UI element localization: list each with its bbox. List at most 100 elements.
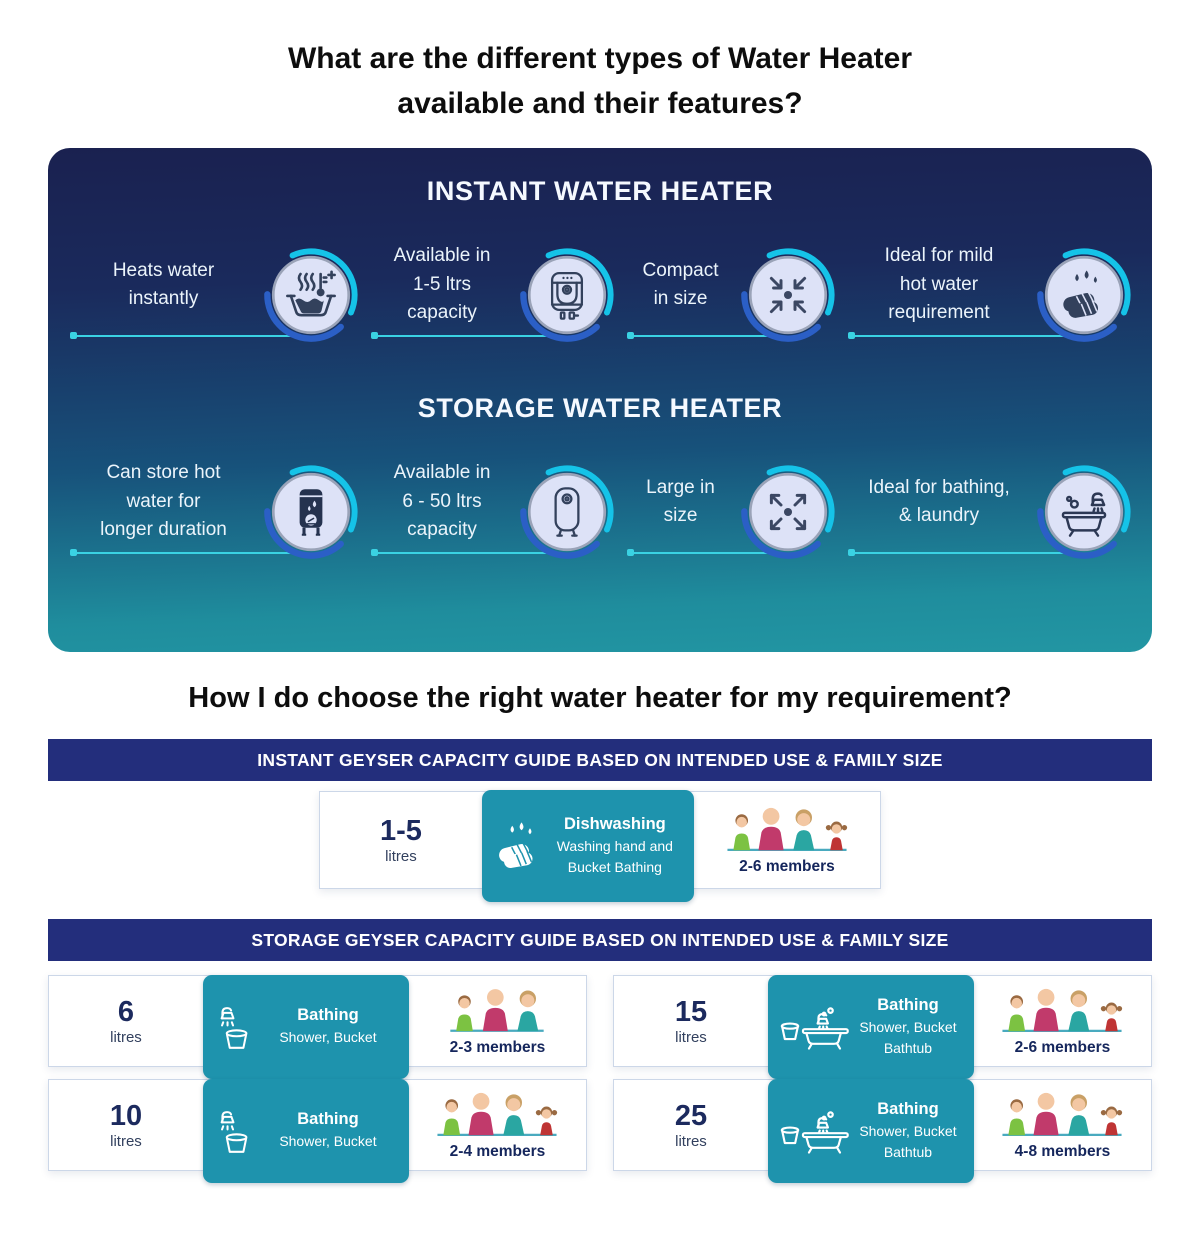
capacity-row-1-5: 1-5 litres Dishwashing Washing hand and … <box>319 790 881 902</box>
capacity-row-25: 25 litres Bathing Shower, Bucket Bathtub… <box>613 1079 1152 1183</box>
feature-circle <box>738 462 838 562</box>
feature-line: hot water <box>899 273 979 295</box>
feature-circle <box>517 245 617 345</box>
connector-line <box>848 549 1072 557</box>
use-text: Bathing Shower, Bucket <box>257 1110 399 1151</box>
connector-line <box>70 549 299 557</box>
instant-guide-row-wrap: 1-5 litres Dishwashing Washing hand and … <box>0 790 1200 902</box>
use-line: Washing hand and <box>556 838 673 855</box>
use-box: Bathing Shower, Bucket Bathtub <box>767 1079 974 1183</box>
capacity-block: 25 litres <box>614 1100 768 1150</box>
members-label: 4-8 members <box>1014 1142 1111 1160</box>
capacity-block: 6 litres <box>49 996 203 1046</box>
family-of-4-icon <box>434 1090 560 1142</box>
capacity-row-15: 15 litres Bathing Shower, Bucket Bathtub… <box>613 975 1152 1079</box>
storage-section-title: STORAGE WATER HEATER <box>417 393 783 423</box>
use-title: Dishwashing <box>563 815 666 834</box>
feature-line: longer duration <box>100 519 227 541</box>
instant-features-row: Heats water instantly <box>66 211 1134 379</box>
feature-line: & laundry <box>898 505 980 526</box>
feature-circle <box>1034 245 1134 345</box>
feature-text: Available in 6 - 50 ltrs capacity <box>367 459 517 565</box>
family-block: 4-8 members <box>974 1090 1151 1161</box>
storage-guide-grid: 6 litres Bathing Shower, Bucket 2-3 memb… <box>48 975 1152 1183</box>
use-text: Bathing Shower, Bucket Bathtub <box>852 1100 964 1162</box>
feature-circle <box>1034 462 1134 562</box>
use-box: Bathing Shower, Bucket <box>202 1079 409 1183</box>
feature-text: Ideal for mild hot water requirement <box>844 242 1034 348</box>
storage-features-row: Can store hot water for longer duration <box>66 428 1134 596</box>
capacity-value: 15 <box>674 996 708 1028</box>
members-label: 2-4 members <box>449 1142 546 1160</box>
water-heater-types-panel: INSTANT WATER HEATER Heats water instant… <box>48 148 1152 652</box>
shower-bucket-icon <box>213 998 257 1056</box>
family-block: 2-6 members <box>974 986 1151 1057</box>
family-of-4-icon <box>999 986 1125 1038</box>
use-box: Bathing Shower, Bucket Bathtub <box>767 975 974 1079</box>
shower-bucket-icon <box>213 1102 257 1160</box>
feature-capacity-instant: Available in 1-5 ltrs capacity <box>367 211 617 379</box>
feature-line: Ideal for bathing, <box>868 476 1010 498</box>
feature-line: capacity <box>407 519 477 541</box>
feature-capacity-storage: Available in 6 - 50 ltrs capacity <box>367 428 617 596</box>
feature-text: Can store hot water for longer duration <box>66 459 261 565</box>
use-text: Bathing Shower, Bucket Bathtub <box>852 996 964 1058</box>
feature-line: instantly <box>128 288 199 309</box>
feature-text: Large in size <box>623 474 738 551</box>
connector-line <box>627 549 776 557</box>
feature-line: size <box>663 505 698 526</box>
feature-circle <box>738 245 838 345</box>
connector-line <box>371 332 555 340</box>
capacity-unit: litres <box>385 848 417 865</box>
expand-arrows-icon <box>769 493 807 531</box>
feature-text: Ideal for bathing, & laundry <box>844 474 1034 551</box>
use-text: Bathing Shower, Bucket <box>257 1006 399 1047</box>
hand-wash-icon <box>1063 270 1098 318</box>
capacity-value: 1-5 <box>379 815 422 847</box>
family-block: 2-6 members <box>694 805 880 876</box>
feature-text: Heats water instantly <box>66 257 261 334</box>
capacity-block: 1-5 litres <box>320 815 482 865</box>
bucket-bathtub-icon <box>778 1002 852 1052</box>
use-box: Dishwashing Washing hand and Bucket Bath… <box>481 790 694 902</box>
instant-section-title: INSTANT WATER HEATER <box>426 176 774 206</box>
capacity-value: 10 <box>109 1100 143 1132</box>
capacity-unit: litres <box>675 1133 707 1150</box>
capacity-value: 25 <box>674 1100 708 1132</box>
compress-arrows-icon <box>769 276 807 314</box>
use-line: Bathtub <box>883 1039 933 1056</box>
family-of-3-icon <box>447 986 547 1038</box>
use-line: Bucket Bathing <box>567 858 662 875</box>
bathtub-icon <box>1061 492 1107 537</box>
members-label: 2-6 members <box>739 857 835 875</box>
chooser-heading: How I do choose the right water heater f… <box>188 682 1012 714</box>
connector-line <box>848 332 1072 340</box>
capacity-block: 10 litres <box>49 1100 203 1150</box>
connector-line <box>627 332 776 340</box>
use-line: Shower, Bucket <box>859 1019 957 1036</box>
feature-line: 6 - 50 ltrs <box>402 490 482 512</box>
feature-store-hot-water: Can store hot water for longer duration <box>66 428 361 596</box>
dishwashing-hands-icon <box>492 819 546 873</box>
storage-guide-banner: STORAGE GEYSER CAPACITY GUIDE BASED ON I… <box>48 919 1152 961</box>
capacity-row-10: 10 litres Bathing Shower, Bucket 2-4 mem… <box>48 1079 587 1183</box>
feature-line: 1-5 ltrs <box>412 273 472 295</box>
feature-line: in size <box>653 288 708 309</box>
capacity-unit: litres <box>675 1029 707 1046</box>
capacity-row-6: 6 litres Bathing Shower, Bucket 2-3 memb… <box>48 975 587 1079</box>
feature-bathing-laundry: Ideal for bathing, & laundry <box>844 428 1134 596</box>
family-block: 2-4 members <box>409 1090 586 1161</box>
use-line: Bathtub <box>883 1143 933 1160</box>
feature-line: Available in <box>393 245 491 267</box>
storage-heater-icon <box>554 487 580 537</box>
use-title: Bathing <box>877 1100 939 1119</box>
feature-line: Compact <box>642 259 719 281</box>
steaming-basin-icon <box>286 270 336 317</box>
use-box: Bathing Shower, Bucket <box>202 975 409 1079</box>
feature-mild-hot-water: Ideal for mild hot water requirement <box>844 211 1134 379</box>
connector-line <box>70 332 299 340</box>
capacity-unit: litres <box>110 1029 142 1046</box>
use-title: Bathing <box>297 1110 359 1129</box>
feature-large-size: Large in size <box>623 428 838 596</box>
feature-line: Can store hot <box>106 462 221 484</box>
